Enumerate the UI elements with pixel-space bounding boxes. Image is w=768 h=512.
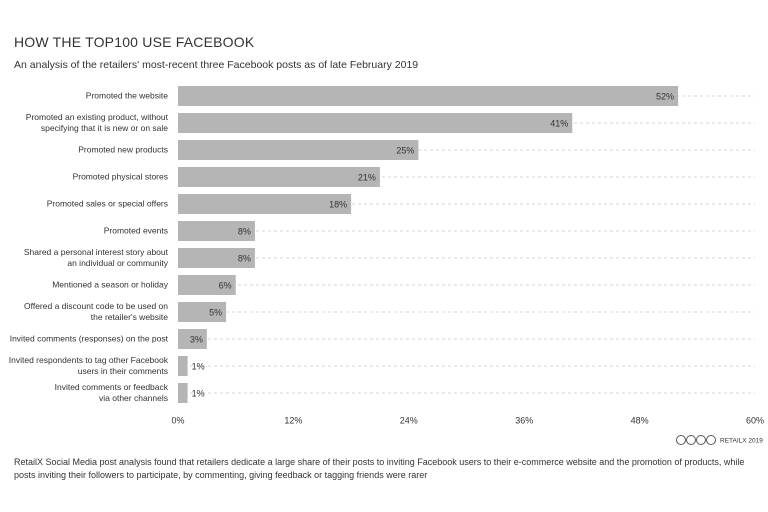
bar (178, 356, 188, 376)
category-label: Promoted sales or special offers (46, 198, 168, 209)
bar (178, 113, 573, 133)
bar (178, 248, 255, 268)
value-label: 6% (219, 280, 232, 290)
license-icons (676, 435, 716, 445)
value-label: 21% (358, 172, 376, 182)
category-label: Promoted the website (85, 90, 168, 101)
x-tick-label: 60% (746, 415, 764, 425)
value-label: 3% (190, 334, 203, 344)
x-tick-label: 48% (631, 415, 649, 425)
category-label: Offered a discount code to be used on th… (24, 301, 168, 322)
value-label: 1% (192, 388, 205, 398)
bar (178, 383, 188, 403)
value-label: 1% (192, 361, 205, 371)
bar (178, 194, 352, 214)
value-label: 5% (209, 307, 222, 317)
footnote: RetailX Social Media post analysis found… (14, 457, 745, 480)
bar (178, 275, 236, 295)
category-label: Invited comments (responses) on the post (9, 333, 168, 344)
bar (178, 140, 419, 160)
category-label: Promoted physical stores (72, 171, 168, 182)
x-tick-label: 0% (171, 415, 184, 425)
chart-subtitle: An analysis of the retailers' most-recen… (14, 59, 419, 71)
bar (178, 167, 380, 187)
chart-title: HOW THE TOP100 USE FACEBOOK (14, 34, 255, 50)
bar (178, 221, 255, 241)
category-label: Promoted an existing product, without sp… (25, 112, 168, 133)
x-tick-label: 24% (400, 415, 418, 425)
category-label: Promoted new products (78, 144, 168, 155)
value-label: 18% (329, 199, 347, 209)
category-label: Invited respondents to tag other Faceboo… (8, 355, 168, 376)
value-label: 25% (396, 145, 414, 155)
value-label: 8% (238, 226, 251, 236)
category-label: Promoted events (103, 225, 168, 236)
x-tick-label: 12% (284, 415, 302, 425)
bar (178, 329, 207, 349)
category-label: Invited comments or feedback via other c… (54, 382, 168, 403)
category-label: Shared a personal interest story about a… (23, 247, 168, 268)
value-label: 41% (550, 118, 568, 128)
source: RETAILX 2019 (720, 438, 763, 445)
category-label: Mentioned a season or holiday (52, 279, 168, 290)
bar (178, 302, 227, 322)
value-label: 52% (656, 91, 674, 101)
x-tick-label: 36% (515, 415, 533, 425)
value-label: 8% (238, 253, 251, 263)
bar (178, 86, 679, 106)
